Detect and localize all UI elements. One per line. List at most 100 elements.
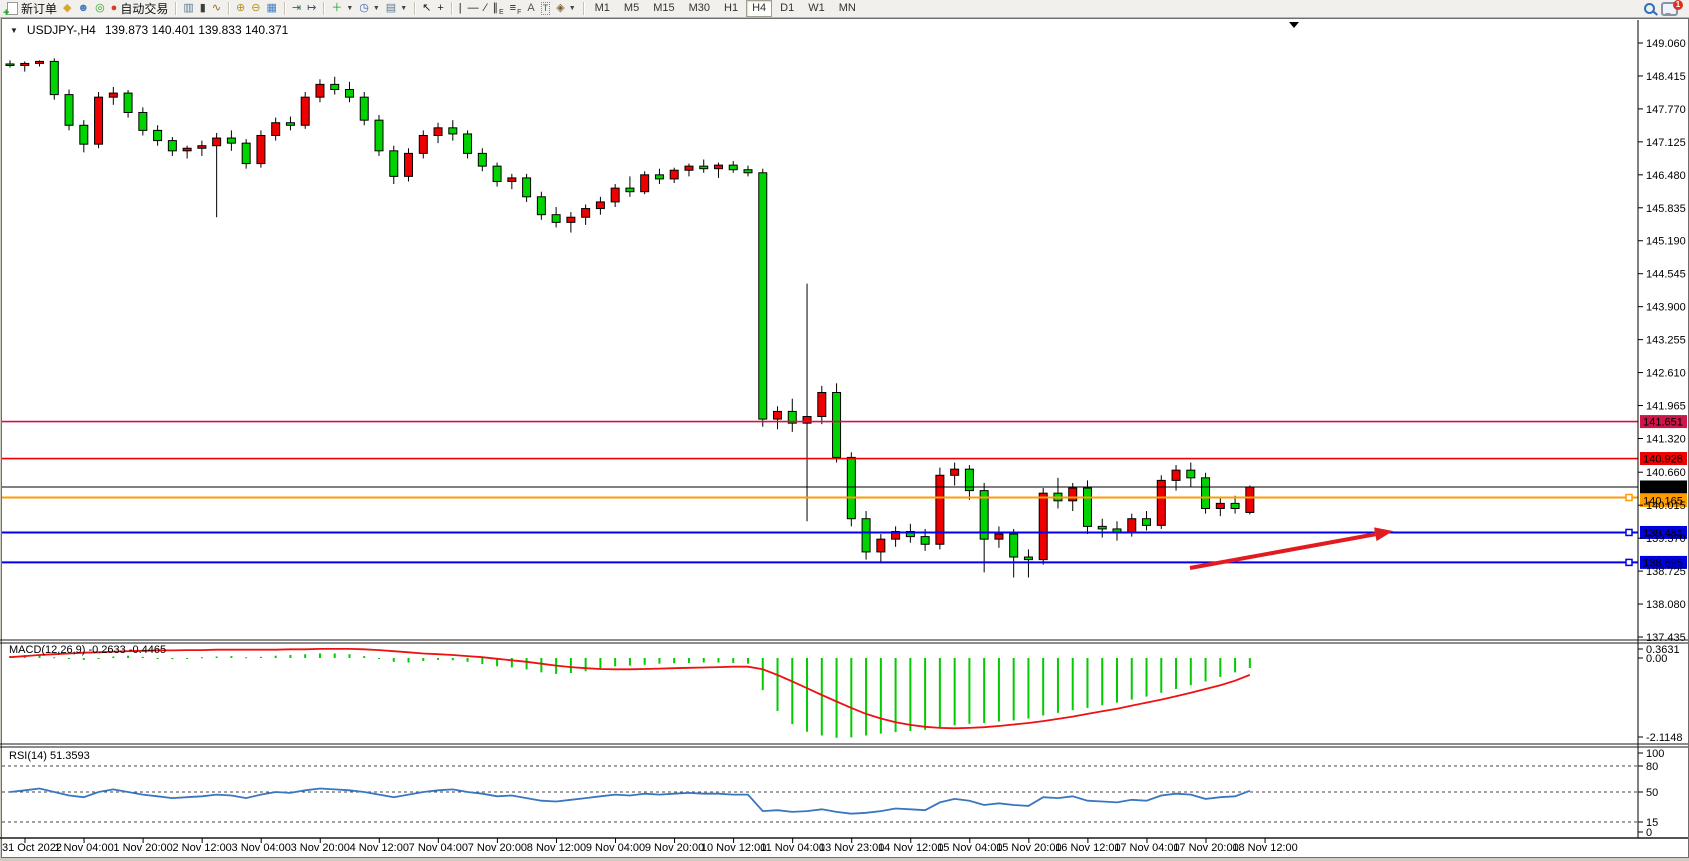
svg-text:141.965: 141.965 <box>1646 401 1686 413</box>
chevron-down-icon[interactable]: ▼ <box>372 5 380 12</box>
chart-shift-button[interactable]: ↦ <box>304 1 319 16</box>
chevron-down-icon[interactable]: ▼ <box>568 5 576 12</box>
person-icon: ☻ <box>77 2 90 14</box>
svg-text:0: 0 <box>1646 827 1652 839</box>
svg-text:31 Oct 2022: 31 Oct 2022 <box>2 842 62 854</box>
zoom-out-button[interactable]: ⊖ <box>248 1 263 16</box>
bar-chart-button[interactable]: ▥ <box>180 1 196 16</box>
svg-text:140.371: 140.371 <box>1643 482 1683 494</box>
timeframe-h1[interactable]: H1 <box>724 2 739 14</box>
channel-icon-sub: E <box>499 9 504 16</box>
horizontal-line-icon: — <box>467 2 479 14</box>
timeframe-m1[interactable]: M1 <box>594 2 610 14</box>
equidistant-channel-button[interactable]: ∥ E <box>490 1 507 16</box>
price-axis[interactable]: 149.060 148.415 147.770 147.125 146.480 145.8… <box>1637 20 1686 838</box>
svg-text:-2.1148: -2.1148 <box>1646 732 1683 744</box>
price-hline-141.651[interactable]: 141.651 <box>2 415 1687 429</box>
fibonacci-icon: ≡ <box>509 2 517 14</box>
cursor-icon: ↖ <box>422 2 432 14</box>
notifications-button[interactable]: 1 <box>1658 0 1685 16</box>
vertical-line-icon: | <box>458 2 462 14</box>
arrows-button[interactable]: ◈ ▼ <box>553 1 578 16</box>
zoom-in-button[interactable]: ⊕ <box>233 1 248 16</box>
auto-scroll-button[interactable]: ⇥ <box>289 1 304 16</box>
clock-icon: ◷ <box>359 2 369 14</box>
signals-button[interactable]: ◎ <box>92 1 108 16</box>
svg-text:15 Nov 20:00: 15 Nov 20:00 <box>996 842 1061 854</box>
candlestick-icon: ▮ <box>199 2 206 14</box>
price-hline-140.371: 140.371 <box>2 480 1687 494</box>
svg-text:7 Nov 20:00: 7 Nov 20:00 <box>468 842 527 854</box>
timeframe-w1[interactable]: W1 <box>808 2 825 14</box>
timeframe-d1[interactable]: D1 <box>780 2 795 14</box>
vertical-line-button[interactable]: | <box>456 1 465 16</box>
svg-text:14 Nov 12:00: 14 Nov 12:00 <box>878 842 943 854</box>
horizontal-line-button[interactable]: — <box>465 1 482 16</box>
svg-text:144.545: 144.545 <box>1646 269 1686 281</box>
search-button[interactable] <box>1641 1 1658 16</box>
svg-text:15: 15 <box>1646 817 1658 829</box>
tile-windows-icon: ▦ <box>266 2 277 14</box>
new-order-button[interactable]: 新订单 <box>3 1 60 19</box>
indicators-button[interactable]: ＋ ▼ <box>328 1 356 16</box>
svg-text:137.435: 137.435 <box>1646 632 1686 644</box>
svg-text:138.895: 138.895 <box>1643 557 1683 569</box>
text-icon: A <box>527 2 535 14</box>
line-chart-button[interactable]: ∿ <box>209 1 224 16</box>
svg-text:145.835: 145.835 <box>1646 203 1686 215</box>
trend-arrow-annotation[interactable] <box>1189 527 1393 570</box>
template-icon: ▤ <box>385 2 397 14</box>
price-hline-140.928[interactable]: 140.928 <box>2 452 1687 466</box>
new-order-icon <box>3 2 18 19</box>
broadcast-icon: ◎ <box>95 2 105 14</box>
svg-text:16 Nov 12:00: 16 Nov 12:00 <box>1055 842 1120 854</box>
text-button[interactable]: A <box>524 1 537 16</box>
templates-button[interactable]: ▤ ▼ <box>383 1 410 16</box>
svg-text:17 Nov 04:00: 17 Nov 04:00 <box>1114 842 1179 854</box>
crosshair-button[interactable]: + <box>434 1 446 16</box>
chart-shift-icon: ↦ <box>307 2 317 14</box>
toolbar-separator <box>414 2 416 15</box>
candlestick-chart-button[interactable]: ▮ <box>197 1 209 16</box>
mql-editor-button[interactable]: ◆ <box>60 1 74 16</box>
autotrading-button[interactable]: ● 自动交易 <box>108 1 172 16</box>
chart-shift-marker[interactable] <box>1289 22 1299 28</box>
tile-windows-button[interactable]: ▦ <box>263 1 279 16</box>
timeframe-m5[interactable]: M5 <box>623 2 640 14</box>
trendline-button[interactable]: ∕ <box>482 1 490 16</box>
toolbar-separator <box>450 2 452 15</box>
timeframe-m30[interactable]: M30 <box>688 2 710 14</box>
trendline-icon: ∕ <box>484 2 487 14</box>
zoom-in-icon: ⊕ <box>236 2 246 14</box>
diamond-icon: ◆ <box>63 2 72 14</box>
autotrading-icon: ● <box>110 2 118 14</box>
cursor-button[interactable]: ↖ <box>419 1 434 16</box>
svg-text:138.080: 138.080 <box>1646 599 1686 611</box>
profile-button[interactable]: ☻ <box>74 1 92 16</box>
svg-text:0.00: 0.00 <box>1646 653 1667 665</box>
svg-text:145.190: 145.190 <box>1646 236 1686 248</box>
price-hline-138.895[interactable]: 138.895 <box>2 555 1687 570</box>
timeframe-h4[interactable]: H4 <box>746 0 773 17</box>
price-hline-140.165[interactable]: 140.165 <box>2 493 1687 508</box>
svg-text:3 Nov 20:00: 3 Nov 20:00 <box>291 842 350 854</box>
svg-text:9 Nov 04:00: 9 Nov 04:00 <box>586 842 645 854</box>
svg-text:141.320: 141.320 <box>1646 433 1686 445</box>
svg-text:140.928: 140.928 <box>1643 454 1683 466</box>
periods-button[interactable]: ◷ ▼ <box>356 1 383 16</box>
price-hline-139.481[interactable]: 139.481 <box>2 525 1687 540</box>
svg-text:148.415: 148.415 <box>1646 71 1686 83</box>
timeframe-m15[interactable]: M15 <box>653 2 675 14</box>
text-label-icon: T <box>540 2 551 15</box>
chart-dropdown-icon[interactable]: ▼ <box>10 25 18 35</box>
text-label-button[interactable]: T <box>538 1 554 16</box>
svg-text:139.370: 139.370 <box>1646 533 1686 545</box>
svg-text:4 Nov 12:00: 4 Nov 12:00 <box>350 842 409 854</box>
chevron-down-icon[interactable]: ▼ <box>400 5 408 12</box>
toolbar-separator <box>323 2 325 15</box>
fibonacci-button[interactable]: ≡ F <box>507 1 525 16</box>
chevron-down-icon[interactable]: ▼ <box>346 5 354 12</box>
timeframe-mn[interactable]: MN <box>838 2 856 14</box>
